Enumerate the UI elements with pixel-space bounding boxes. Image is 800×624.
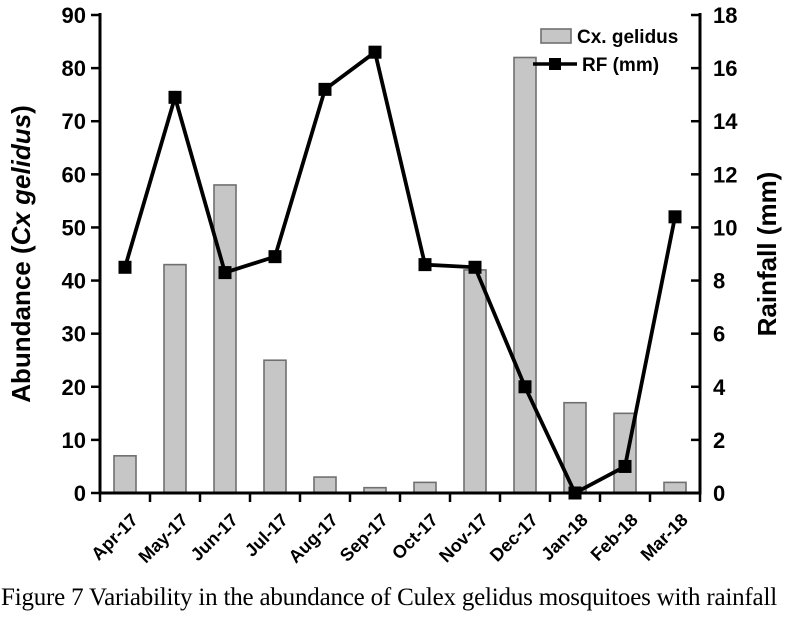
marker-Aug-17 bbox=[318, 82, 332, 96]
left-tick-label: 40 bbox=[62, 269, 86, 294]
left-tick-label: 0 bbox=[74, 481, 86, 506]
marker-Nov-17 bbox=[468, 260, 482, 274]
bar-Nov-17 bbox=[463, 269, 487, 494]
marker-Apr-17 bbox=[118, 260, 132, 274]
right-axis-title: Rainfall (mm) bbox=[752, 172, 782, 337]
marker-Oct-17 bbox=[418, 258, 432, 272]
left-tick-label: 90 bbox=[62, 3, 86, 28]
marker-May-17 bbox=[168, 90, 182, 104]
bar-Dec-17 bbox=[513, 56, 537, 494]
right-tick-label: 6 bbox=[713, 322, 725, 347]
left-tick-label: 30 bbox=[62, 322, 86, 347]
right-tick-label: 16 bbox=[713, 56, 737, 81]
x-tick-label: Aug-17 bbox=[285, 510, 342, 567]
x-tick-label: Oct-17 bbox=[388, 510, 442, 564]
x-tick-label: Jan-18 bbox=[537, 510, 591, 564]
bar-May-17 bbox=[163, 263, 187, 494]
legend-label-bars: Cx. gelidus bbox=[577, 27, 678, 48]
legend-label-line: RF (mm) bbox=[582, 55, 659, 76]
marker-Dec-17 bbox=[518, 380, 532, 394]
bar-Jul-17 bbox=[263, 359, 287, 494]
legend-bar-swatch-icon bbox=[540, 28, 572, 44]
marker-Jul-17 bbox=[268, 250, 282, 264]
marker-Sep-17 bbox=[368, 45, 382, 59]
x-tick-label: May-17 bbox=[135, 510, 192, 567]
left-tick-label: 80 bbox=[62, 56, 86, 81]
marker-Jan-18 bbox=[568, 486, 582, 500]
right-tick-label: 8 bbox=[713, 269, 725, 294]
left-tick-label: 60 bbox=[62, 162, 86, 187]
left-tick-label: 70 bbox=[62, 109, 86, 134]
right-tick-label: 2 bbox=[713, 428, 725, 453]
marker-Jun-17 bbox=[218, 266, 232, 280]
chart-canvas: 0 10 20 30 40 50 60 70 80 90 0 2 4 6 8 10 12 14 16 18 Apr-17… bbox=[6, 3, 782, 567]
left-tick-label: 20 bbox=[62, 375, 86, 400]
x-tick-label: Dec-17 bbox=[486, 510, 542, 566]
bar-Apr-17 bbox=[113, 455, 137, 494]
right-tick-label: 0 bbox=[713, 481, 725, 506]
x-tick-label: Jun-17 bbox=[187, 510, 242, 565]
right-tick-label: 14 bbox=[713, 109, 738, 134]
figure-caption: Figure 7 Variability in the abundance of… bbox=[1, 584, 777, 611]
right-tick-label: 18 bbox=[713, 3, 737, 28]
x-tick-label: Feb-18 bbox=[587, 510, 642, 565]
rainfall-line bbox=[123, 48, 677, 496]
bar-Aug-17 bbox=[313, 476, 337, 494]
legend bbox=[533, 28, 577, 70]
left-axis-title: Abundance (Cx gelidus) bbox=[6, 105, 36, 403]
legend-line-marker-icon bbox=[549, 58, 561, 70]
x-tick-label: Apr-17 bbox=[87, 510, 141, 564]
x-tick-label: Sep-17 bbox=[336, 510, 392, 566]
right-tick-label: 10 bbox=[713, 215, 737, 240]
bar-Mar-18 bbox=[663, 481, 687, 494]
x-tick-label: Mar-18 bbox=[637, 510, 692, 565]
bar-Oct-17 bbox=[413, 481, 437, 494]
bar-Jun-17 bbox=[213, 184, 237, 494]
left-tick-label: 10 bbox=[62, 428, 86, 453]
left-tick-label: 50 bbox=[62, 215, 86, 240]
marker-Feb-18 bbox=[618, 459, 632, 473]
x-tick-label: Nov-17 bbox=[435, 510, 492, 567]
right-tick-label: 4 bbox=[713, 375, 726, 400]
marker-Mar-18 bbox=[668, 210, 682, 224]
right-tick-label: 12 bbox=[713, 162, 737, 187]
